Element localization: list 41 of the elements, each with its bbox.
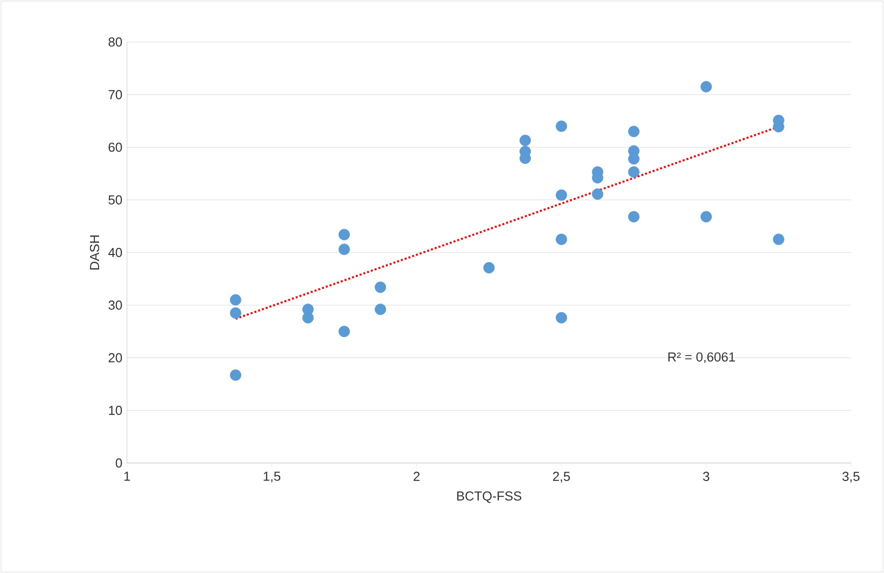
point <box>374 304 386 316</box>
point <box>628 126 640 138</box>
y-tick-label: 20 <box>108 353 122 362</box>
point <box>338 244 350 256</box>
point <box>520 134 531 146</box>
y-tick-label: 70 <box>108 90 122 100</box>
point <box>230 294 242 306</box>
x-tick-label: 2,5 <box>553 472 570 483</box>
point <box>230 369 242 381</box>
y-tick-label: 0 <box>116 458 122 468</box>
annotation: R² = 0,6061 <box>668 352 735 364</box>
y-tick-label: 10 <box>108 406 122 415</box>
point <box>556 312 568 324</box>
x-axis-title: BCTQ-FSS <box>457 491 522 503</box>
x-tick-label: 1 <box>124 472 130 481</box>
point <box>556 120 568 132</box>
y-tick-label: 40 <box>108 248 122 258</box>
point <box>338 228 350 240</box>
point <box>772 234 784 246</box>
point <box>302 312 314 324</box>
y-tick-label: 30 <box>108 300 122 310</box>
point <box>374 282 386 293</box>
point <box>556 189 568 201</box>
point <box>556 234 568 246</box>
point <box>628 153 640 165</box>
x-tick-label: 1,5 <box>264 472 280 482</box>
point <box>700 81 712 92</box>
point <box>230 307 242 319</box>
point <box>592 188 604 200</box>
x-tick-label: 3 <box>703 472 710 481</box>
point <box>628 211 640 222</box>
point <box>338 326 350 338</box>
x-tick-label: 3,5 <box>842 472 860 483</box>
point <box>483 262 495 274</box>
point <box>700 211 712 222</box>
y-tick-label: 60 <box>108 142 122 152</box>
y-tick-label: 50 <box>108 195 122 204</box>
point <box>628 166 640 178</box>
y-tick-label: 80 <box>108 37 122 47</box>
x-tick-label: 2 <box>414 472 420 481</box>
y-axis-title: DASH <box>90 236 100 270</box>
